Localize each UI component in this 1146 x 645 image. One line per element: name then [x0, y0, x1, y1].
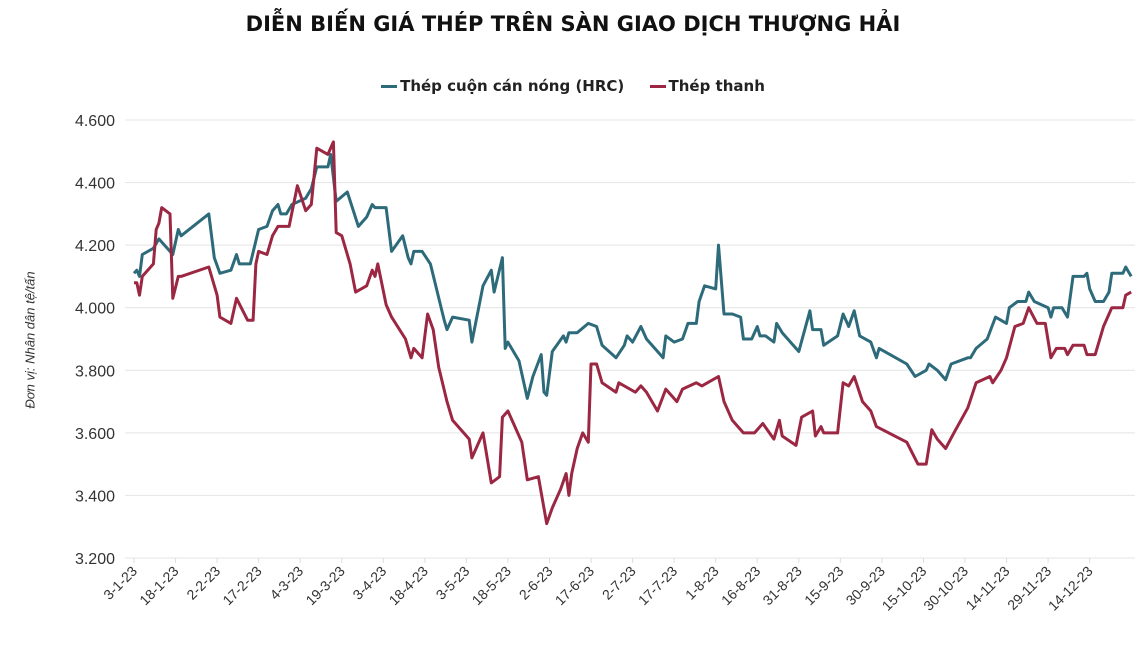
y-tick-label: 3.800	[75, 363, 115, 380]
y-tick-label: 3.600	[75, 426, 115, 443]
x-tick-label: 17-7-23	[635, 563, 681, 609]
x-tick-label: 31-8-23	[759, 563, 805, 609]
y-tick-label: 4.200	[75, 238, 115, 255]
x-tick-label: 19-3-23	[302, 563, 348, 609]
x-tick-label: 18-5-23	[469, 563, 515, 609]
x-tick-label: 2-7-23	[599, 563, 639, 603]
x-tick-label: 15-10-23	[879, 563, 930, 614]
x-tick-label: 4-3-23	[266, 563, 306, 603]
legend-item-rebar: Thép thanh	[649, 77, 765, 95]
x-tick-label: 2-2-23	[183, 563, 223, 603]
x-tick-label: 16-8-23	[718, 563, 764, 609]
legend: Thép cuộn cán nóng (HRC) Thép thanh	[0, 77, 1146, 95]
x-tick-label: 15-9-23	[801, 563, 847, 609]
x-tick-label: 3-4-23	[349, 563, 389, 603]
y-tick-label: 4.600	[75, 113, 115, 130]
x-tick-label: 17-6-23	[552, 563, 598, 609]
y-tick-label: 3.400	[75, 488, 115, 505]
legend-label-hrc: Thép cuộn cán nóng (HRC)	[400, 77, 625, 95]
legend-label-rebar: Thép thanh	[668, 77, 765, 95]
x-tick-label: 30-10-23	[920, 563, 971, 614]
x-tick-label: 18-4-23	[386, 563, 432, 609]
y-tick-label: 4.000	[75, 301, 115, 318]
x-tick-label: 18-1-23	[136, 563, 182, 609]
y-tick-label: 4.400	[75, 176, 115, 193]
x-tick-label: 1-8-23	[682, 563, 722, 603]
x-tick-label: 2-6-23	[516, 563, 556, 603]
x-tick-label: 3-5-23	[433, 563, 473, 603]
x-tick-label: 3-1-23	[100, 563, 140, 603]
x-tick-label: 14-11-23	[962, 563, 1012, 613]
legend-item-hrc: Thép cuộn cán nóng (HRC)	[381, 77, 624, 95]
legend-swatch-rebar	[649, 85, 666, 88]
series-line-rebar	[134, 140, 1132, 526]
series-line-hrc	[132, 152, 1133, 400]
y-tick-label: 3.200	[75, 551, 115, 568]
legend-swatch-hrc	[381, 85, 398, 88]
x-tick-label: 14-12-23	[1045, 563, 1096, 614]
chart-title: DIỄN BIẾN GIÁ THÉP TRÊN SÀN GIAO DỊCH TH…	[245, 12, 901, 36]
x-tick-label: 17-2-23	[219, 563, 265, 609]
